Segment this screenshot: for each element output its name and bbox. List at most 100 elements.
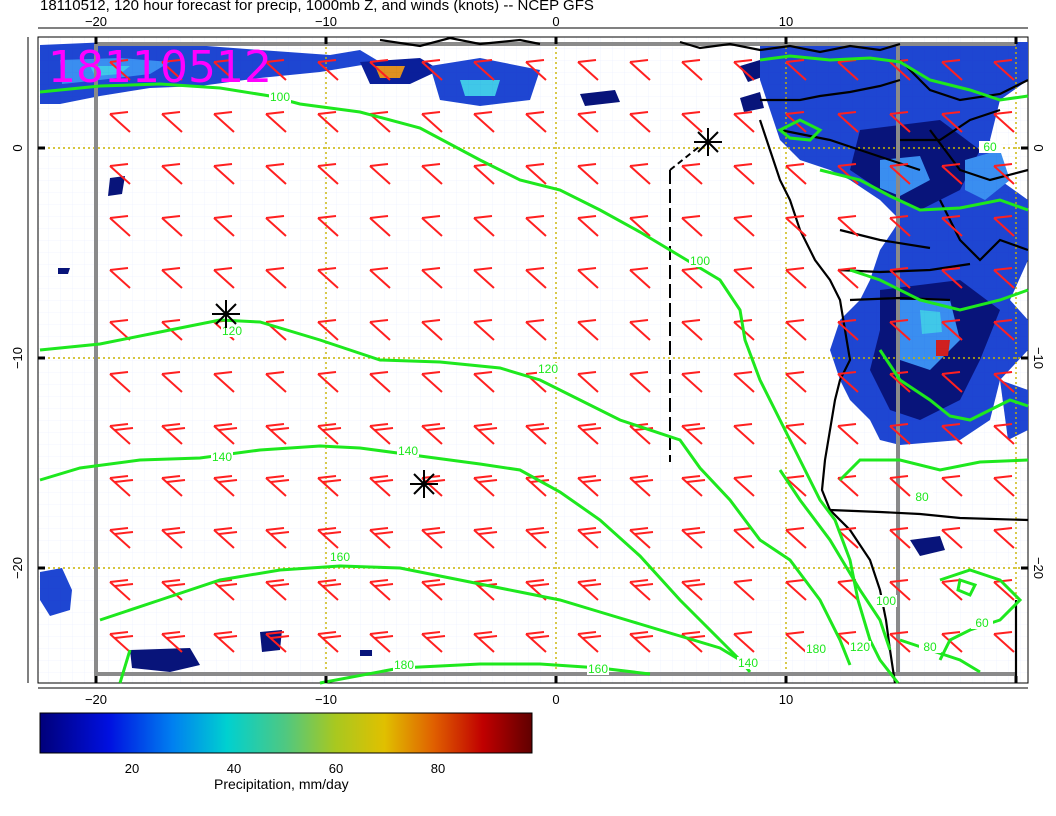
wind-barb <box>993 59 1015 81</box>
wind-barb <box>525 423 550 445</box>
wind-barb <box>473 267 495 289</box>
coastline <box>379 36 1029 684</box>
wind-barb <box>733 163 755 185</box>
wind-barb <box>681 163 703 185</box>
wind-barb <box>681 215 703 237</box>
bottom-tick-label: 10 <box>779 692 793 707</box>
wind-barb <box>993 423 1015 445</box>
wind-barb <box>629 371 651 393</box>
wind-barb <box>265 59 287 81</box>
wind-barb <box>941 423 963 445</box>
wind-barb <box>629 475 654 497</box>
wind-barb <box>213 423 238 445</box>
wind-barb <box>421 631 446 653</box>
contour-label-bg <box>805 643 827 655</box>
wind-barb <box>941 163 963 185</box>
wind-barb <box>109 267 131 289</box>
wind-barb <box>733 267 755 289</box>
wind-barb <box>525 215 547 237</box>
wind-barb <box>473 423 498 445</box>
date-stamp: 18110512 <box>48 42 272 93</box>
wind-barb <box>421 319 443 341</box>
wind-barb <box>577 527 602 549</box>
contour-label-bg <box>537 363 559 375</box>
wind-barb <box>369 267 391 289</box>
contour-label: 180 <box>806 642 826 656</box>
wind-barb <box>369 319 391 341</box>
wind-barb <box>941 371 963 393</box>
wind-barb <box>629 111 651 133</box>
wind-barb <box>577 371 599 393</box>
top-tick-label: 0 <box>552 14 559 29</box>
wind-barb <box>837 319 859 341</box>
wind-barb <box>317 163 339 185</box>
wind-barb <box>473 59 495 81</box>
wind-barb <box>317 527 342 549</box>
wind-barb <box>109 631 134 653</box>
wind-barb <box>577 423 602 445</box>
wind-barb <box>161 475 186 497</box>
wind-barb <box>577 163 599 185</box>
wind-barb <box>837 267 859 289</box>
wind-barb <box>681 527 706 549</box>
wind-barb <box>525 111 547 133</box>
wind-barb <box>733 579 755 601</box>
right-tick-label: −10 <box>1031 347 1046 369</box>
wind-barb <box>889 319 911 341</box>
wind-barb <box>889 371 911 393</box>
contour-label-bg <box>737 657 759 669</box>
wind-barb <box>577 475 602 497</box>
contour-label: 80 <box>915 490 929 504</box>
wind-barb <box>265 215 287 237</box>
wind-barb <box>525 59 547 81</box>
wind-barb <box>369 631 394 653</box>
wind-barb <box>577 319 599 341</box>
wind-barb <box>785 423 807 445</box>
wind-barb <box>525 267 547 289</box>
wind-barb <box>525 319 547 341</box>
wind-barb <box>889 631 911 653</box>
wind-barb <box>213 215 235 237</box>
wind-barb <box>473 319 495 341</box>
wind-barb <box>525 631 550 653</box>
wind-barb <box>681 423 706 445</box>
wind-barb <box>473 527 498 549</box>
wind-barb <box>161 163 183 185</box>
wind-barb <box>681 475 706 497</box>
wind-barb <box>993 475 1015 497</box>
contour-label: 120 <box>538 362 558 376</box>
wind-barb <box>369 527 394 549</box>
wind-barb <box>473 215 495 237</box>
wind-barb <box>421 267 443 289</box>
wind-barb <box>421 371 443 393</box>
wind-barb <box>941 319 963 341</box>
wind-barb <box>265 111 287 133</box>
wind-barb <box>629 527 654 549</box>
wind-barb <box>161 59 183 81</box>
wind-barb <box>473 111 495 133</box>
wind-barb <box>213 631 238 653</box>
wind-barb <box>265 423 290 445</box>
wind-barb <box>317 423 342 445</box>
precip-grid-overlay <box>38 37 1028 683</box>
wind-barb <box>213 527 238 549</box>
wind-barb <box>837 111 859 133</box>
wind-barb <box>161 631 186 653</box>
wind-barb <box>785 371 807 393</box>
contour-label-bg <box>393 659 415 671</box>
wind-barb <box>369 163 391 185</box>
bottom-tick-label: −20 <box>85 692 107 707</box>
dashed-line-tip <box>669 145 701 171</box>
wind-barb <box>889 111 911 133</box>
wind-barb <box>785 319 807 341</box>
wind-barb <box>317 475 342 497</box>
wind-barb <box>213 111 235 133</box>
wind-barb <box>317 371 339 393</box>
wind-barb <box>161 267 183 289</box>
wind-barb <box>317 59 339 81</box>
wind-barb <box>785 527 807 549</box>
wind-barb <box>629 267 651 289</box>
wind-barb <box>369 423 394 445</box>
wind-barb <box>941 579 963 601</box>
